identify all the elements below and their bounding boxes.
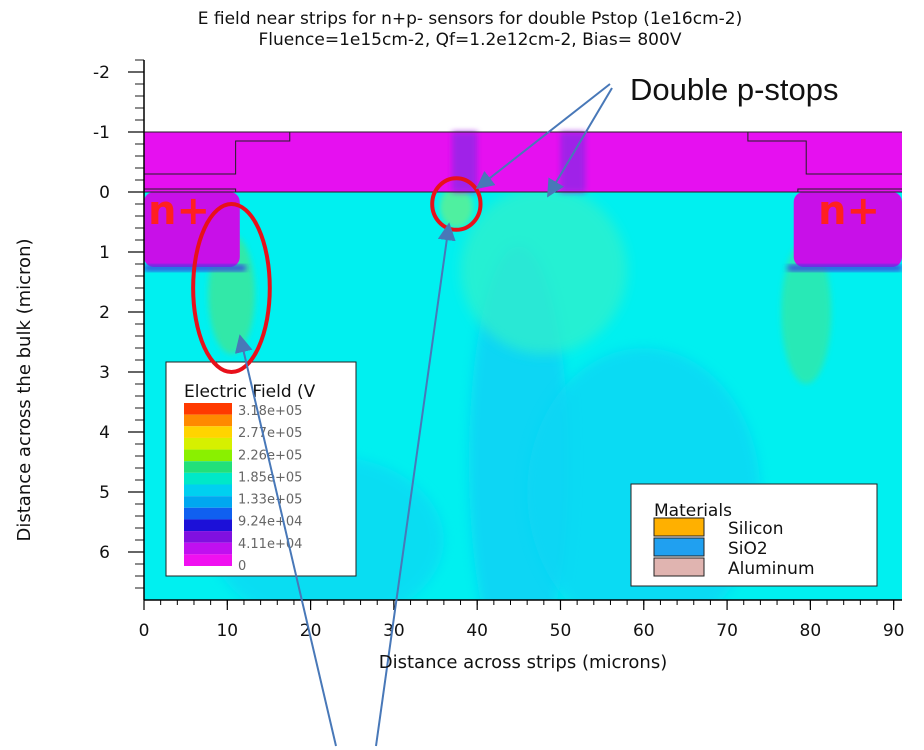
- x-tick-label: 40: [466, 621, 488, 641]
- x-tick-label: 20: [300, 621, 322, 641]
- arrow-to-corner-ellipse: [234, 334, 337, 747]
- axes: 0 10 20 30 40 50 60 70 80 90 -2 -1 0 1 2 3 4 5 6: [93, 59, 905, 641]
- x-tick-label: 10: [216, 621, 238, 641]
- metal-outline-right: [747, 132, 902, 175]
- arrow-to-p-stop-1: [475, 83, 611, 190]
- colorbar-label: 3.18e+05: [238, 404, 302, 419]
- high-field-pstop: [439, 186, 474, 228]
- n-plus-label-left: n+: [148, 188, 210, 234]
- field-band-mid: [460, 186, 628, 354]
- arrow-to-p-stop-circle: [375, 222, 456, 747]
- material-swatch-aluminum: [653, 557, 705, 577]
- colorbar-label: 9.24e+04: [238, 515, 302, 530]
- chart-title: E field near strips for n+p- sensors for…: [198, 9, 743, 29]
- colorbar-swatch: [184, 554, 232, 566]
- colorbar-legend: Electric Field (V 3.18e+05 2.77e+05 2.26e+0…: [165, 361, 357, 577]
- colorbar-swatch: [184, 484, 232, 497]
- x-tick-label: 0: [139, 621, 150, 641]
- material-label-sio2: SiO2: [728, 539, 768, 559]
- y-tick-label: 1: [99, 243, 110, 263]
- n-plus-label-right: n+: [818, 188, 880, 234]
- y-tick-label: 5: [99, 483, 110, 503]
- y-tick-label: 6: [99, 543, 110, 563]
- material-label-aluminum: Aluminum: [728, 559, 815, 579]
- material-swatch-sio2: [653, 537, 705, 557]
- arrow-to-p-stop-2: [547, 87, 613, 198]
- colorbar-label: 2.26e+05: [238, 448, 302, 463]
- x-tick-label: 90: [883, 621, 905, 641]
- y-tick-label: -1: [93, 123, 110, 143]
- colorbar-swatch: [184, 519, 232, 532]
- plot-frame: [143, 60, 902, 601]
- colorbar-swatch: [184, 461, 232, 473]
- highlight-ellipse-corner: [191, 202, 272, 374]
- oxide-layer: [144, 132, 902, 192]
- y-tick-label: -2: [93, 63, 110, 83]
- colorbar-label: 1.33e+05: [238, 493, 302, 508]
- colorbar-swatch: [184, 496, 232, 508]
- colorbar-label: 1.85e+05: [238, 470, 302, 485]
- high-field-right-corner: [781, 240, 832, 384]
- annotation-double-p-stops: Double p-stops: [630, 72, 839, 107]
- metal-outline-left: [144, 132, 291, 175]
- material-label-silicon: Silicon: [728, 519, 783, 539]
- colorbar-swatch: [184, 449, 232, 462]
- colorbar-swatch: [184, 426, 232, 438]
- y-tick-label: 3: [99, 363, 110, 383]
- y-axis-label: Distance across the bulk (micron): [14, 239, 35, 542]
- colorbar-swatch: [184, 531, 232, 543]
- colorbar-swatch: [184, 472, 232, 485]
- colorbar-swatch: [184, 507, 232, 520]
- x-tick-label: 60: [633, 621, 655, 641]
- y-tick-label: 0: [99, 183, 110, 203]
- p-stop-1: [452, 132, 478, 192]
- n-plus-right-edge: [787, 265, 902, 271]
- n-plus-right: [793, 192, 902, 267]
- chart-subtitle: Fluence=1e15cm-2, Qf=1.2e12cm-2, Bias= 8…: [259, 30, 682, 50]
- oxide-step-right: [797, 188, 902, 192]
- p-stop-2: [560, 132, 586, 192]
- colorbar-swatch: [184, 403, 232, 415]
- colorbar-label: 4.11e+04: [238, 537, 302, 552]
- material-swatch-silicon: [653, 517, 705, 537]
- colorbar-label: 2.77e+05: [238, 426, 302, 441]
- x-tick-label: 80: [800, 621, 822, 641]
- colorbar-label: 0: [238, 559, 246, 574]
- colorbar-swatch: [184, 414, 232, 427]
- colorbar-swatch: [184, 437, 232, 450]
- annotations: n+ n+ Double p-stops: [148, 72, 880, 747]
- y-tick-label: 4: [99, 423, 110, 443]
- x-tick-label: 50: [550, 621, 572, 641]
- x-tick-label: 70: [716, 621, 738, 641]
- y-tick-label: 2: [99, 303, 110, 323]
- colorbar-title: Electric Field (V: [184, 382, 316, 402]
- x-tick-label: 30: [383, 621, 405, 641]
- colorbar-swatch: [184, 542, 232, 555]
- oxide-step-left: [144, 188, 237, 192]
- highlight-circle-p-stop: [430, 176, 483, 232]
- materials-title: Materials: [654, 501, 732, 521]
- x-axis-label: Distance across strips (microns): [379, 652, 668, 673]
